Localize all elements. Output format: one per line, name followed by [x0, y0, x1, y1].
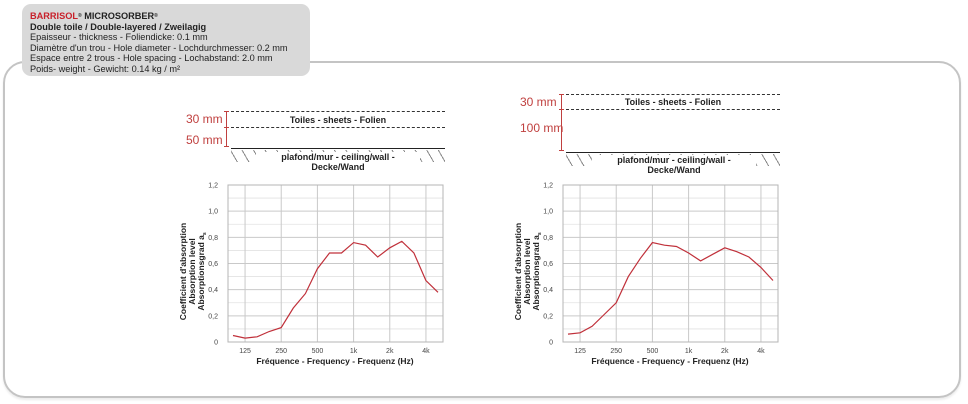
sheets-label: Toiles - sheets - Folien [289, 115, 387, 125]
svg-text:Absorptionsgrad as: Absorptionsgrad as [531, 232, 543, 311]
svg-text:0,6: 0,6 [543, 261, 553, 268]
spec-hole-spacing: Espace entre 2 trous - Hole spacing - Lo… [30, 53, 273, 64]
dimension-tick [224, 146, 229, 147]
wall-label: plafond/mur - ceiling/wall - Decke/Wand [256, 152, 420, 172]
dimension-top-label: 30 mm [520, 95, 557, 109]
dimension-tick [224, 127, 229, 128]
svg-text:0: 0 [549, 340, 553, 347]
spec-hole-diameter: Diamètre d'un trou - Hole diameter - Loc… [30, 42, 288, 53]
spec-thickness: Epaisseur - thickness - Foliendicke: 0.1… [30, 32, 208, 43]
svg-text:Absorptionsgrad as: Absorptionsgrad as [196, 232, 208, 311]
sheets-label: Toiles - sheets - Folien [624, 97, 722, 107]
dimension-tick [559, 109, 564, 110]
dimension-bar [561, 94, 562, 151]
svg-text:0,2: 0,2 [208, 313, 218, 320]
svg-text:0,8: 0,8 [543, 235, 553, 242]
svg-text:0,8: 0,8 [208, 235, 218, 242]
svg-text:0,2: 0,2 [543, 313, 553, 320]
dimension-tick [224, 111, 229, 112]
svg-text:125: 125 [239, 348, 251, 355]
wall-line [231, 148, 445, 149]
svg-text:1k: 1k [685, 348, 693, 355]
svg-text:1,2: 1,2 [543, 183, 553, 190]
svg-text:1,0: 1,0 [208, 209, 218, 216]
svg-text:Absorption level: Absorption level [187, 238, 197, 305]
product-info-box: BARRISOL® MICROSORBER® Double toile / Do… [22, 4, 310, 76]
svg-text:Absorption level: Absorption level [522, 238, 532, 305]
dimension-top-label: 30 mm [186, 112, 223, 126]
svg-text:0,4: 0,4 [208, 287, 218, 294]
svg-text:1,0: 1,0 [543, 209, 553, 216]
svg-text:Fréquence - Frequency - Frequ: Fréquence - Frequency - Frequenz (Hz) [256, 356, 413, 366]
dimension-tick [559, 94, 564, 95]
svg-text:250: 250 [275, 348, 287, 355]
svg-text:4k: 4k [422, 348, 430, 355]
svg-text:1,2: 1,2 [208, 183, 218, 190]
svg-text:Coefficient d'absorption: Coefficient d'absorption [513, 223, 523, 320]
svg-text:Fréquence - Frequency - Frequ: Fréquence - Frequency - Frequenz (Hz) [591, 356, 748, 366]
sheet-line-bottom [231, 127, 445, 128]
svg-text:1k: 1k [350, 348, 358, 355]
svg-text:0,6: 0,6 [208, 261, 218, 268]
svg-text:0,4: 0,4 [543, 287, 553, 294]
sheet-line-top [566, 94, 780, 95]
svg-text:500: 500 [647, 348, 659, 355]
svg-text:2k: 2k [721, 348, 729, 355]
svg-text:125: 125 [574, 348, 586, 355]
dimension-tick [559, 150, 564, 151]
dimension-bar [226, 111, 227, 147]
svg-text:4k: 4k [757, 348, 765, 355]
dimension-bottom-label: 100 mm [520, 121, 564, 135]
product-subtitle: Double toile / Double-layered / Zweilagi… [30, 21, 207, 32]
dimension-bottom-label: 50 mm [186, 133, 223, 147]
product-title: BARRISOL® MICROSORBER® [30, 11, 158, 21]
svg-text:250: 250 [610, 348, 622, 355]
wall-label: plafond/mur - ceiling/wall - Decke/Wand [592, 155, 756, 175]
spec-weight: Poids- weight - Gewicht: 0.14 kg / m² [30, 63, 181, 74]
svg-text:2k: 2k [386, 348, 394, 355]
svg-text:Coefficient d'absorption: Coefficient d'absorption [178, 223, 188, 320]
wall-line [566, 152, 780, 153]
sheet-line-top [231, 111, 445, 112]
svg-text:0: 0 [214, 340, 218, 347]
sheet-line-bottom [566, 109, 780, 110]
brand-name: BARRISOL [30, 11, 78, 21]
svg-text:500: 500 [312, 348, 324, 355]
content-frame [3, 61, 961, 398]
